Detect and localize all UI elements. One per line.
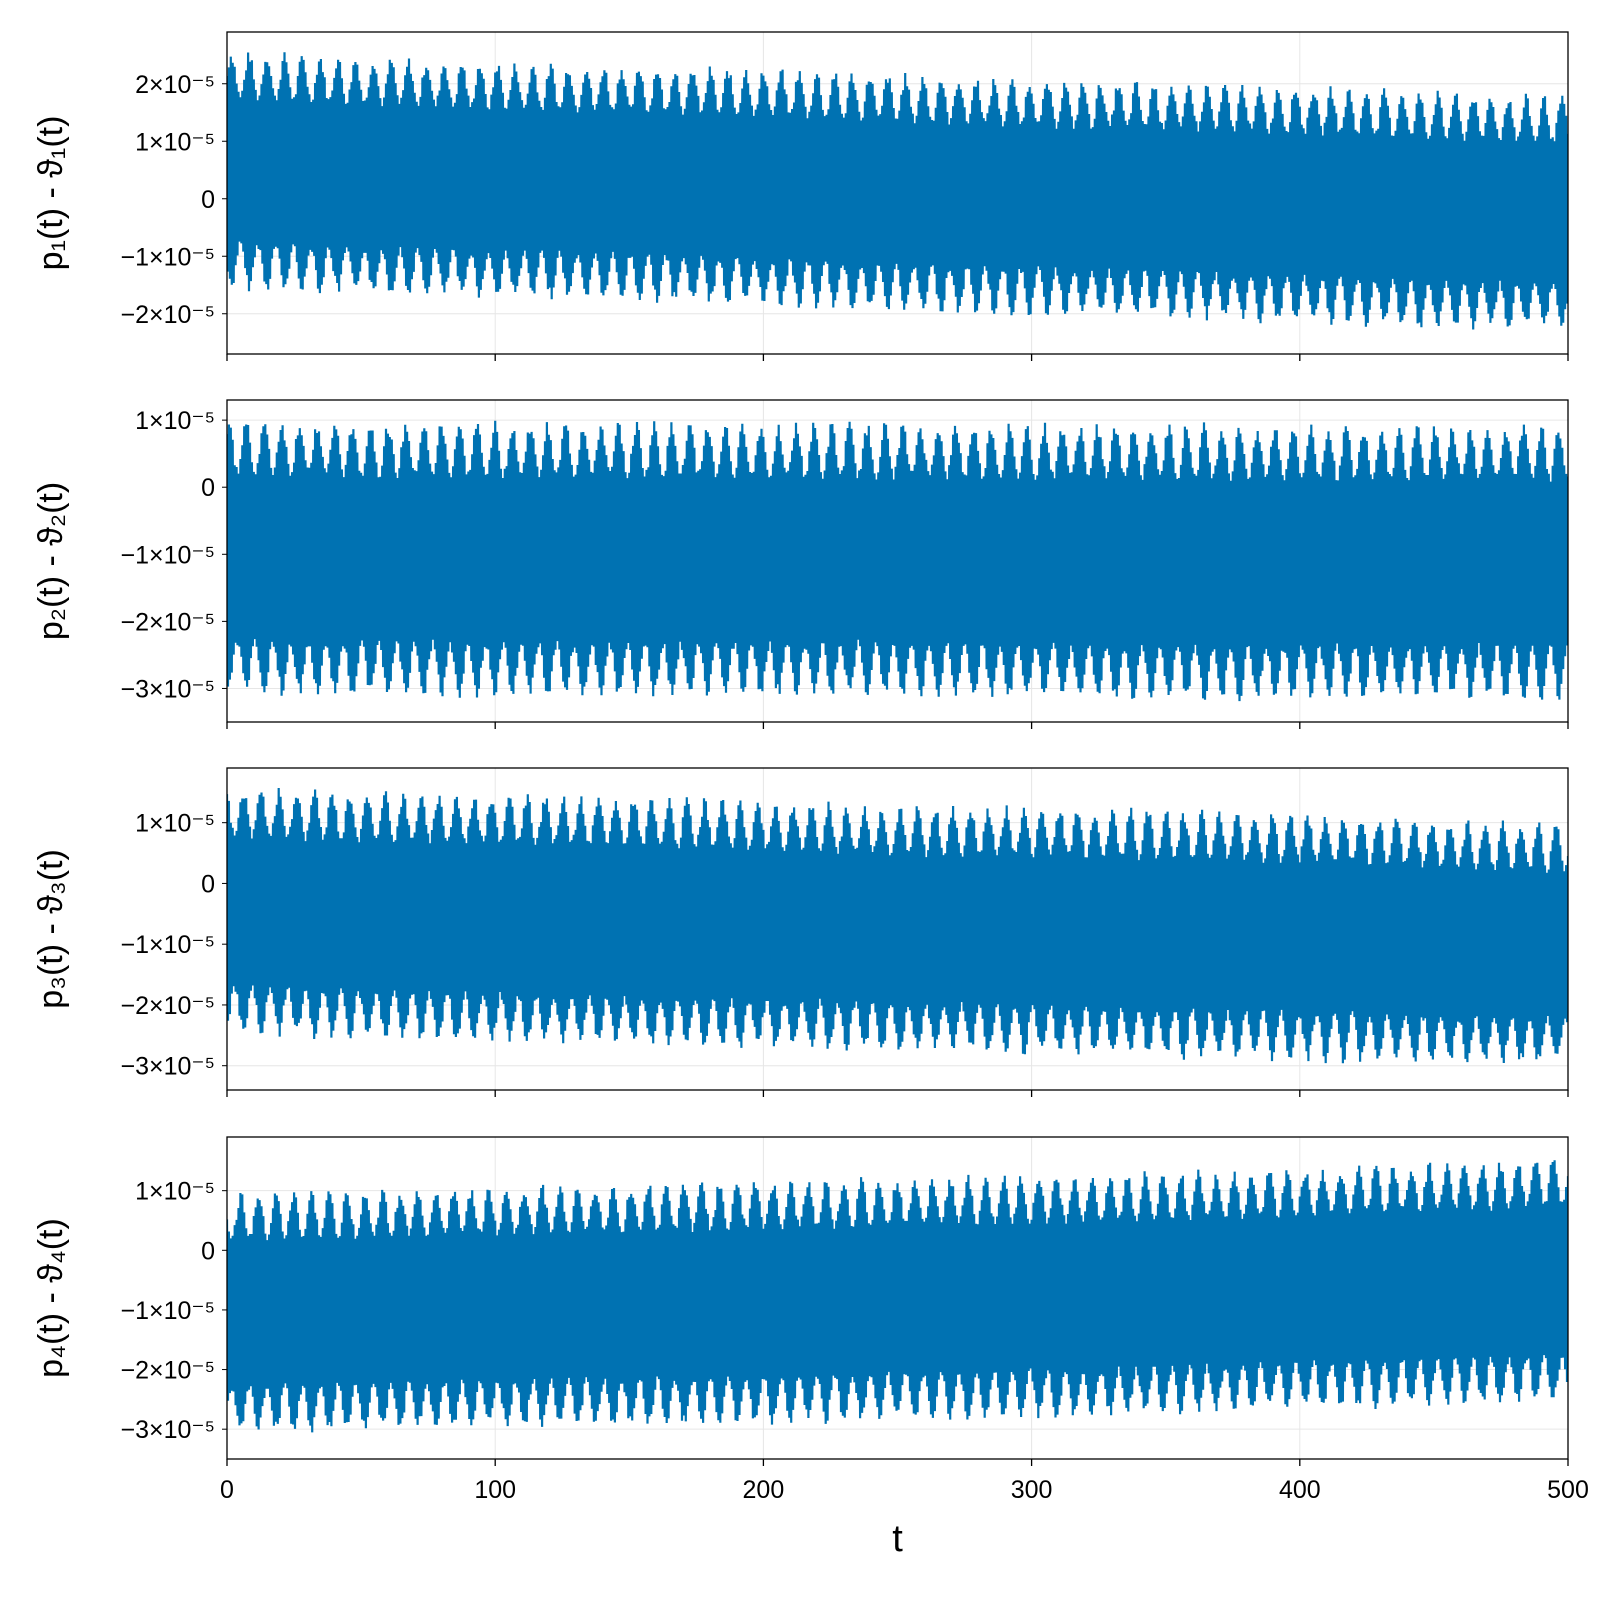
- y-tick-label: 1×10⁻⁵: [135, 1178, 215, 1206]
- x-tick-label: 400: [1279, 1476, 1321, 1504]
- y-axis-label: p₄(t) - ϑ₄(t): [32, 1218, 70, 1378]
- y-tick-label: −2×10⁻⁵: [121, 608, 215, 636]
- series-line: [227, 420, 1568, 702]
- y-tick-label: −1×10⁻⁵: [121, 1297, 215, 1325]
- y-tick-label: −1×10⁻⁵: [121, 243, 215, 271]
- x-tick-label: 200: [743, 1476, 785, 1504]
- plot-frame: [226, 767, 1569, 1091]
- panel-3: 1×10⁻⁵ 0 −1×10⁻⁵ −2×10⁻⁵ −3×10⁻⁵ p₃(t) - ϑ₃(t…: [32, 767, 1569, 1097]
- panel-2: 1×10⁻⁵ 0 −1×10⁻⁵ −2×10⁻⁵ −3×10⁻⁵ p₂(t) - ϑ₂(t…: [32, 399, 1569, 729]
- y-tick-label: 0: [201, 186, 215, 214]
- panel-4: 1×10⁻⁵ 0 −1×10⁻⁵ −2×10⁻⁵ −3×10⁻⁵ 0 100 200 300 40…: [32, 1136, 1589, 1560]
- y-tick-label: −1×10⁻⁵: [121, 541, 215, 569]
- x-tick-label: 100: [474, 1476, 516, 1504]
- y-axis-label: p₂(t) - ϑ₂(t): [32, 482, 70, 640]
- y-tick-label: −2×10⁻⁵: [121, 301, 215, 329]
- panel-1: 2×10⁻⁵ 1×10⁻⁵ 0 −1×10⁻⁵ −2×10⁻⁵ p₁(t) - ϑ₁(t): [32, 31, 1569, 361]
- x-axis-label: t: [892, 1518, 903, 1560]
- y-axis-label: p₁(t) - ϑ₁(t): [32, 116, 70, 271]
- y-tick-label: −2×10⁻⁵: [121, 1357, 215, 1385]
- y-tick-label: −3×10⁻⁵: [121, 1053, 215, 1081]
- y-tick-label: −2×10⁻⁵: [121, 992, 215, 1020]
- panels: 2×10⁻⁵ 1×10⁻⁵ 0 −1×10⁻⁵ −2×10⁻⁵ p₁(t) - ϑ₁(t)…: [32, 31, 1589, 1560]
- y-tick-label: 2×10⁻⁵: [135, 71, 215, 99]
- series-line: [227, 787, 1568, 1064]
- y-tick-label: −3×10⁻⁵: [121, 675, 215, 703]
- plot-frame: [226, 1136, 1569, 1460]
- y-tick-label: 0: [201, 870, 215, 898]
- y-tick-label: 1×10⁻⁵: [135, 810, 215, 838]
- y-tick-label: 1×10⁻⁵: [135, 407, 215, 435]
- y-tick-label: 0: [201, 1237, 215, 1265]
- series-line: [227, 1160, 1568, 1433]
- plot-frame: [226, 31, 1569, 355]
- plot-frame: [226, 399, 1569, 723]
- y-axis-label: p₃(t) - ϑ₃(t): [32, 849, 70, 1009]
- y-tick-label: −3×10⁻⁵: [121, 1416, 215, 1444]
- y-tick-label: −1×10⁻⁵: [121, 931, 215, 959]
- series-line: [227, 52, 1568, 330]
- y-tick-label: 0: [201, 474, 215, 502]
- x-tick-label: 500: [1547, 1476, 1589, 1504]
- y-tick-label: 1×10⁻⁵: [135, 128, 215, 156]
- x-tick-label: 0: [220, 1476, 234, 1504]
- x-tick-label: 300: [1011, 1476, 1053, 1504]
